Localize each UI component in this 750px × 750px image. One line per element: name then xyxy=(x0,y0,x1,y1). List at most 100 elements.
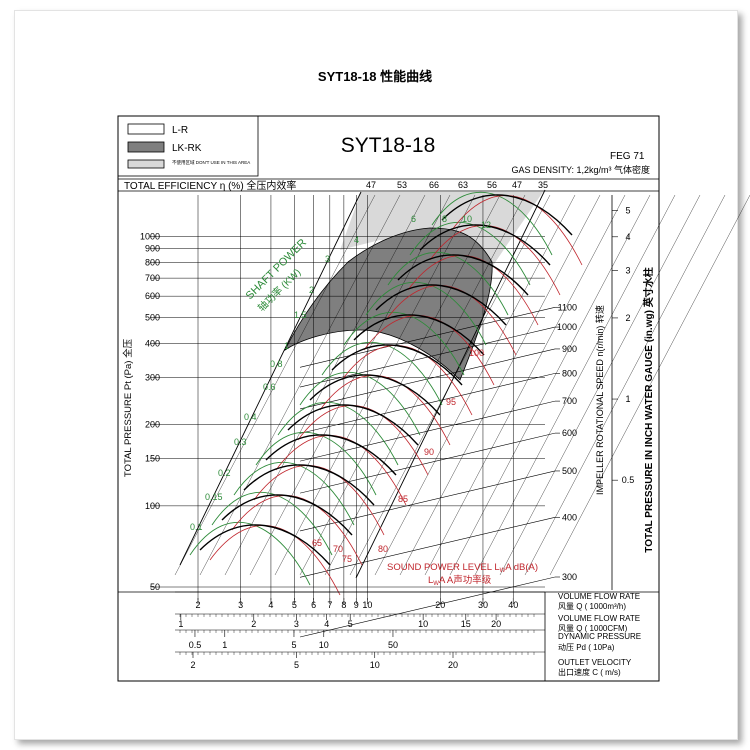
fan-curve xyxy=(419,224,551,266)
pressure-tick-label: 700 xyxy=(145,273,160,283)
pressure-tick-label: 900 xyxy=(145,244,160,254)
flow-tick-label: 4 xyxy=(268,600,273,610)
efficiency-tick: 47 xyxy=(366,180,376,190)
sound-power-value: 75 xyxy=(342,554,352,564)
region-right-edge xyxy=(355,189,546,579)
sound-power-value: 85 xyxy=(398,494,408,504)
right-axis-label: TOTAL PRESSURE IN INCH WATER GAUGE (in.w… xyxy=(642,267,655,552)
lk-rk-region xyxy=(283,227,493,381)
efficiency-tick: 53 xyxy=(397,180,407,190)
pressure-tick-label: 100 xyxy=(145,501,160,511)
inch-tick-label: 2 xyxy=(625,313,630,323)
fan-curve xyxy=(265,434,397,476)
inch-tick-label: 4 xyxy=(625,232,630,242)
flow-tick-label: 6 xyxy=(311,600,316,610)
velocity-tick-label: 5 xyxy=(294,660,299,670)
sound-power-value: 95 xyxy=(446,397,456,407)
efficiency-tick: 35 xyxy=(538,180,548,190)
fan-curve xyxy=(353,314,485,356)
pressure-tick-label: 150 xyxy=(145,453,160,463)
speed-tick-label: 1000 xyxy=(557,322,577,332)
fan-curve xyxy=(331,344,463,386)
speed-tick-label: 800 xyxy=(562,368,577,378)
speed-tick-label: 700 xyxy=(562,396,577,406)
speed-line xyxy=(299,348,556,410)
fan-curve xyxy=(199,524,331,566)
x-axis-label-en: VOLUME FLOW RATE xyxy=(558,614,640,623)
legend-label: LK-RK xyxy=(172,143,202,154)
cfm-tick-label: 1 xyxy=(178,619,183,629)
cfm-tick-label: 10 xyxy=(418,619,428,629)
shaft-power-value: 10 xyxy=(462,214,472,224)
cfm-tick-label: 15 xyxy=(461,619,471,629)
cfm-tick-label: 4 xyxy=(324,619,329,629)
speed-line xyxy=(299,373,556,434)
sound-power-curve xyxy=(275,435,407,506)
flow-tick-label: 7 xyxy=(327,600,332,610)
cfm-tick-label: 3 xyxy=(294,619,299,629)
pressure-tick-label: 600 xyxy=(145,291,160,301)
sound-power-value: 80 xyxy=(378,544,388,554)
shaft-power-curve xyxy=(299,371,421,436)
inch-tick-label: 3 xyxy=(625,265,630,275)
y-axis-label: TOTAL PRESSURE Pt (Pa) 全压 xyxy=(122,338,134,477)
shaft-power-value: 0.15 xyxy=(205,492,223,502)
efficiency-tick: 63 xyxy=(458,180,468,190)
sound-power-curve xyxy=(319,375,451,446)
legend-label: L-R xyxy=(172,125,188,136)
shaft-power-value: 0.4 xyxy=(244,412,257,422)
x-axis-label-en: OUTLET VELOCITY xyxy=(558,658,632,667)
cfm-tick-label: 2 xyxy=(251,619,256,629)
shaft-power-value: 0.3 xyxy=(234,437,247,447)
shaft-power-value: 12 xyxy=(481,220,491,230)
x-axis-label-en: DYNAMIC PRESSURE xyxy=(558,632,641,641)
speed-tick-label: 500 xyxy=(562,466,577,476)
x-axis-label-cn: 动压 Pd ( 10Pa) xyxy=(558,642,615,652)
page-title: SYT18-18 性能曲线 xyxy=(317,69,433,84)
pressure-tick-label: 200 xyxy=(145,420,160,430)
pressure-tick-label: 400 xyxy=(145,339,160,349)
dp-tick-label: 10 xyxy=(319,640,329,650)
x-axis-label-cn: 风量 Q ( 1000CFM) xyxy=(558,624,628,633)
pressure-tick-label: 800 xyxy=(145,257,160,267)
sound-power-value: 100 xyxy=(469,348,484,358)
speed-ticks: 300 400 500 600 700 800 900 1000 1100 xyxy=(555,302,577,582)
shaft-power-gridline xyxy=(474,194,676,576)
flow-tick-label: 40 xyxy=(508,600,518,610)
speed-tick-label: 400 xyxy=(562,512,577,522)
sound-power-title: SOUND POWER LEVEL LWA dB(A) xyxy=(387,562,538,574)
fan-curve xyxy=(441,194,573,236)
feg-label: FEG 71 xyxy=(610,151,645,162)
x-axis-scales: 2 3 4 5 6 7 8 9 10 20 30 401 2 3 4 5 10 15 200.5 1 5 10 502 5 10… xyxy=(118,591,659,682)
legend-box xyxy=(117,115,259,177)
efficiency-ticks: 47 53 66 63 56 47 35 xyxy=(366,180,548,190)
fan-curves xyxy=(199,194,573,566)
fan-curve xyxy=(309,374,441,416)
shaft-power-gridline xyxy=(274,194,476,576)
fan-curve xyxy=(243,464,375,506)
flow-tick-label: 20 xyxy=(435,600,445,610)
dp-tick-label: 1 xyxy=(222,640,227,650)
sound-power-value: 65 xyxy=(312,538,322,548)
shaft-power-value: 4 xyxy=(354,235,359,245)
shaft-power-gridline xyxy=(299,194,501,576)
flow-tick-label: 9 xyxy=(354,600,359,610)
sound-power-title-cn: LWA A声功率级 xyxy=(428,574,492,587)
legend-swatch xyxy=(127,123,165,135)
shaft-power-gridline xyxy=(249,194,451,576)
flow-tick-label: 30 xyxy=(478,600,488,610)
flow-tick-label: 3 xyxy=(238,600,243,610)
inch-wg-ticks: 0.5 1 2 3 4 5 xyxy=(612,206,634,485)
legend-label: 不使用区域 DON'T USE IN THIS AREA xyxy=(172,159,250,166)
shaft-power-gridline xyxy=(199,194,401,576)
efficiency-tick: 47 xyxy=(512,180,522,190)
speed-line xyxy=(299,470,556,532)
speed-tick-label: 300 xyxy=(562,572,577,582)
velocity-tick-label: 10 xyxy=(370,660,380,670)
speed-line xyxy=(299,576,556,638)
shaft-power-gridline xyxy=(224,194,426,576)
speed-line xyxy=(299,400,556,462)
dp-tick-label: 0.5 xyxy=(189,640,202,650)
shaft-power-value: 3 xyxy=(325,254,330,264)
